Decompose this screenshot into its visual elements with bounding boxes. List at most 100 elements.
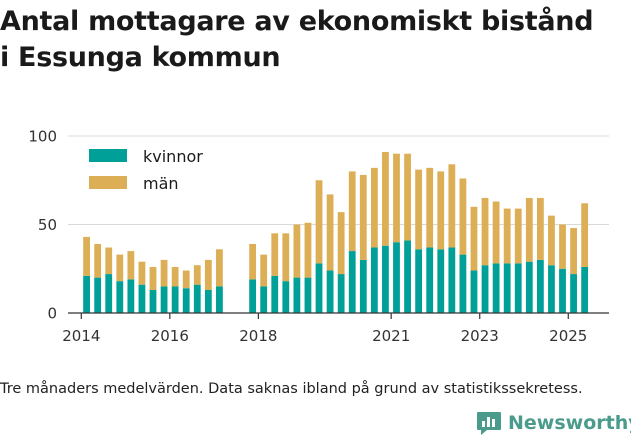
bar-man	[448, 164, 456, 248]
bar-man	[282, 233, 290, 282]
bar-kvinnor	[160, 286, 168, 313]
bar-man	[149, 266, 157, 290]
x-tick-label: 2021	[372, 327, 410, 345]
bar-kvinnor	[514, 263, 522, 313]
bar-man	[382, 151, 389, 246]
bar-man	[293, 224, 301, 278]
bar-kvinnor	[83, 275, 90, 313]
bar-kvinnor	[304, 277, 312, 313]
bar-man	[503, 208, 511, 264]
bar-kvinnor	[260, 286, 268, 313]
bar-kvinnor	[182, 288, 190, 313]
bar-kvinnor	[426, 247, 434, 313]
bar-man	[525, 197, 533, 262]
bar-chart-logo-icon	[477, 412, 501, 435]
x-tick-label: 2014	[62, 327, 100, 345]
bar-man	[548, 215, 555, 266]
bars	[83, 151, 589, 313]
bar-kvinnor	[448, 247, 456, 313]
bar-kvinnor	[249, 279, 257, 313]
bar-kvinnor	[382, 245, 389, 313]
bar-kvinnor	[570, 274, 577, 313]
bar-man	[426, 167, 434, 248]
chart-caption: Tre månaders medelvärden. Data saknas ib…	[0, 381, 583, 397]
bar-man	[570, 228, 577, 275]
title-line-2: i Essunga kommun	[0, 42, 281, 73]
bar-man	[393, 153, 400, 243]
bar-man	[536, 197, 544, 260]
bar-man	[304, 222, 312, 278]
bar-kvinnor	[171, 286, 179, 313]
bar-man	[415, 169, 423, 250]
bar-man	[559, 224, 566, 269]
chart-title: Antal mottagare av ekonomiskt bistånd i …	[0, 4, 631, 76]
legend-swatch-kvinnor	[89, 149, 127, 162]
legend-label-man: män	[143, 174, 179, 193]
bar-kvinnor	[337, 274, 345, 313]
bar-kvinnor	[559, 268, 566, 313]
y-tick-label: 50	[38, 216, 57, 234]
bar-kvinnor	[503, 263, 511, 313]
bar-man	[348, 171, 356, 252]
bar-kvinnor	[193, 284, 201, 313]
legend-label-kvinnor: kvinnor	[143, 147, 203, 166]
bar-kvinnor	[404, 240, 411, 313]
bar-man	[216, 249, 223, 287]
stacked-bar-chart: 0 50 100 2014 2016 2018 2021 2023 2025 kvinnor …	[28, 128, 609, 345]
bar-man	[337, 212, 345, 275]
bar-man	[105, 247, 113, 275]
bar-man	[404, 153, 411, 241]
bar-kvinnor	[492, 263, 500, 313]
bar-kvinnor	[525, 261, 533, 313]
x-tick-label: 2023	[461, 327, 499, 345]
bar-kvinnor	[315, 263, 323, 313]
x-tick-label: 2018	[239, 327, 277, 345]
bar-kvinnor	[204, 289, 212, 313]
bar-man	[481, 197, 489, 266]
bar-kvinnor	[216, 286, 223, 313]
bar-man	[116, 254, 124, 282]
bar-kvinnor	[459, 254, 467, 313]
bar-kvinnor	[326, 270, 334, 313]
legend-swatch-man	[89, 176, 127, 189]
bar-kvinnor	[415, 249, 423, 313]
newsworthy-brand[interactable]: Newsworthy	[476, 407, 631, 439]
x-tick-label: 2025	[549, 327, 587, 345]
y-axis-ticks: 0 50 100	[28, 128, 57, 323]
x-tick-label: 2016	[151, 327, 189, 345]
bar-man	[370, 167, 378, 248]
legend: kvinnor män	[89, 147, 203, 193]
bar-kvinnor	[437, 249, 445, 313]
bar-man	[249, 243, 257, 280]
bar-man	[459, 178, 467, 255]
bar-kvinnor	[359, 259, 367, 313]
title-line-1: Antal mottagare av ekonomiskt bistånd	[0, 6, 594, 37]
bar-kvinnor	[548, 265, 555, 313]
bar-man	[492, 201, 500, 264]
bar-man	[182, 270, 190, 289]
bar-kvinnor	[105, 274, 113, 313]
bar-man	[437, 171, 445, 250]
bar-kvinnor	[116, 281, 124, 313]
brand-name: Newsworthy	[508, 412, 631, 434]
bar-man	[160, 259, 168, 287]
bar-kvinnor	[536, 259, 544, 313]
bar-man	[171, 266, 179, 287]
bar-kvinnor	[470, 270, 478, 313]
bar-kvinnor	[127, 279, 135, 313]
bar-kvinnor	[581, 266, 589, 313]
bar-man	[514, 208, 522, 264]
bar-kvinnor	[348, 251, 356, 313]
bar-kvinnor	[138, 284, 146, 313]
bar-kvinnor	[282, 281, 290, 313]
bar-man	[470, 206, 478, 271]
bar-man	[315, 180, 323, 264]
bar-kvinnor	[149, 289, 157, 313]
bar-man	[83, 236, 90, 276]
bar-man	[193, 265, 201, 285]
bar-man	[260, 254, 268, 287]
bar-man	[204, 259, 212, 290]
x-axis-ticks: 2014 2016 2018 2021 2023 2025	[62, 313, 587, 345]
bar-kvinnor	[481, 265, 489, 313]
bar-man	[127, 251, 135, 280]
